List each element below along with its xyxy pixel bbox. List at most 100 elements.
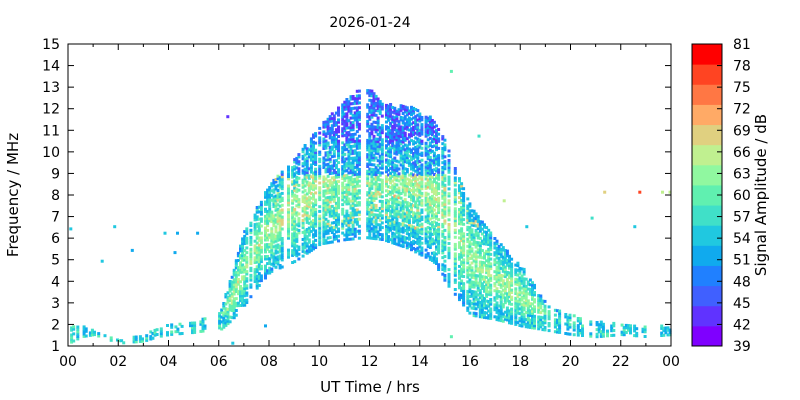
- data-cell: [355, 163, 359, 167]
- data-cell: [505, 308, 509, 312]
- data-cell: [255, 232, 259, 236]
- data-cell: [301, 178, 305, 182]
- data-cell: [510, 276, 514, 280]
- data-cell: [297, 176, 301, 180]
- data-cell: [276, 174, 280, 178]
- data-cell: [328, 153, 332, 156]
- data-cell: [435, 259, 438, 263]
- data-cell: [370, 132, 374, 136]
- data-cell: [220, 327, 224, 331]
- data-cell: [293, 250, 297, 254]
- data-cell: [576, 326, 580, 330]
- data-cell: [109, 338, 113, 342]
- data-cell: [385, 103, 388, 107]
- data-cell: [399, 127, 403, 131]
- data-cell: [485, 287, 489, 291]
- data-cell: [407, 119, 411, 122]
- data-cell: [355, 213, 359, 217]
- data-cell: [293, 196, 297, 199]
- data-cell: [301, 183, 305, 187]
- data-cell: [253, 249, 257, 253]
- data-cell: [322, 199, 326, 203]
- data-cell: [501, 312, 505, 316]
- data-cell: [387, 109, 391, 113]
- data-cell: [243, 277, 247, 281]
- data-cell: [474, 293, 478, 297]
- data-cell: [326, 189, 330, 192]
- data-cell: [660, 326, 664, 330]
- data-cell: [368, 127, 372, 131]
- data-cell: [416, 149, 420, 153]
- data-cell: [236, 282, 240, 286]
- data-cell: [410, 129, 413, 133]
- data-cell: [393, 135, 397, 139]
- data-cell: [347, 126, 351, 130]
- data-cell: [397, 127, 401, 131]
- data-cell: [391, 115, 395, 119]
- data-cell: [391, 201, 395, 204]
- data-cell: [437, 234, 441, 238]
- data-cell: [337, 222, 340, 226]
- data-cell: [347, 171, 351, 175]
- data-cell: [533, 321, 536, 325]
- data-cell: [226, 319, 230, 323]
- data-cell: [366, 191, 370, 195]
- data-cell: [485, 280, 489, 284]
- data-cell: [497, 290, 501, 294]
- data-cell: [385, 146, 388, 150]
- data-cell: [257, 210, 261, 214]
- data-cell: [332, 195, 336, 198]
- data-cell: [326, 241, 330, 245]
- data-cell: [414, 248, 418, 251]
- data-cell: [257, 238, 261, 242]
- data-cell: [524, 292, 528, 295]
- data-cell: [253, 213, 257, 217]
- data-cell: [266, 221, 270, 225]
- data-cell: [272, 178, 276, 182]
- data-cell: [468, 240, 472, 244]
- data-cell: [524, 303, 528, 307]
- data-cell: [441, 137, 445, 141]
- data-cell: [353, 170, 357, 174]
- data-cell: [495, 273, 499, 276]
- data-cell: [483, 299, 486, 303]
- data-cell: [341, 129, 345, 133]
- data-cell: [460, 182, 464, 186]
- colorbar-tick-label: 60: [733, 188, 751, 204]
- data-cell: [418, 131, 422, 135]
- data-cell: [351, 97, 355, 101]
- data-cell: [520, 324, 524, 328]
- data-cell: [443, 193, 447, 197]
- data-cell: [334, 225, 338, 229]
- data-cell: [437, 184, 441, 188]
- data-cell: [430, 137, 434, 141]
- data-cell: [480, 270, 484, 274]
- data-cell: [468, 268, 472, 272]
- data-cell: [566, 332, 570, 336]
- data-cell: [460, 198, 464, 202]
- data-cell: [437, 232, 441, 236]
- data-cell: [487, 250, 491, 254]
- data-cell: [357, 191, 361, 195]
- data-cell: [287, 231, 290, 235]
- data-cell: [468, 252, 472, 256]
- data-cell: [355, 158, 359, 162]
- data-cell: [460, 262, 464, 266]
- data-cell: [468, 302, 472, 306]
- data-cell: [420, 218, 424, 221]
- data-cell: [418, 133, 422, 137]
- data-cell: [418, 181, 422, 185]
- data-cell: [393, 118, 397, 122]
- data-cell: [330, 119, 334, 123]
- data-cell: [428, 125, 432, 128]
- data-cell: [280, 215, 284, 219]
- data-cell: [295, 211, 299, 215]
- data-cell: [334, 137, 338, 141]
- data-cell: [234, 259, 238, 263]
- data-cell: [253, 246, 257, 250]
- data-cell: [368, 210, 372, 214]
- data-cell: [437, 156, 441, 160]
- data-cell: [368, 124, 372, 128]
- data-cell: [403, 115, 407, 119]
- data-cell: [351, 156, 355, 160]
